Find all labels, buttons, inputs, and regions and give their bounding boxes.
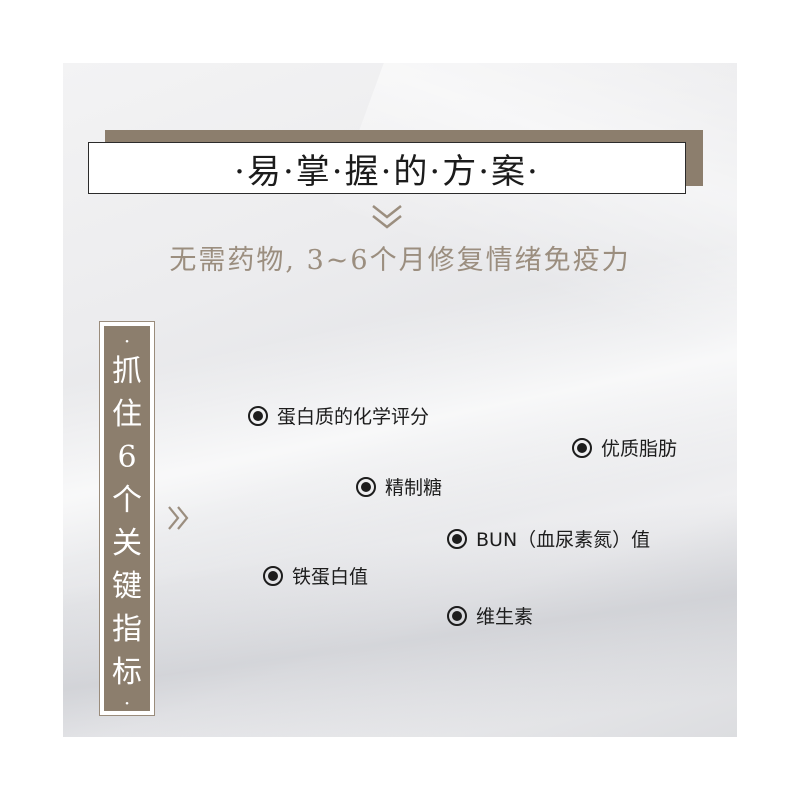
list-item: 维生素 (446, 602, 533, 629)
side-label-dot: · (123, 691, 131, 715)
page-title: ·易·掌·握·的·方·案· (234, 151, 540, 192)
list-item-label: 精制糖 (385, 477, 443, 499)
side-label-char: 键 (112, 569, 142, 604)
list-item-label: 优质脂肪 (601, 438, 678, 460)
list-item: 精制糖 (355, 473, 442, 500)
side-label-char: 6 (117, 440, 137, 475)
radio-bullet-icon (356, 476, 376, 497)
side-label-char: 个 (112, 483, 142, 518)
side-label-char: 抓 (112, 354, 142, 389)
list-item: 蛋白质的化学评分 (247, 402, 429, 429)
side-label-char: 指 (112, 612, 142, 647)
list-item-label: 维生素 (476, 606, 534, 628)
title-banner: ·易·掌·握·的·方·案· (88, 142, 686, 194)
radio-bullet-icon (263, 565, 283, 586)
list-item: 优质脂肪 (571, 434, 677, 461)
double-chevron-right-icon (168, 506, 189, 530)
list-item-label: 蛋白质的化学评分 (277, 406, 430, 428)
radio-bullet-icon (572, 437, 592, 458)
side-label-char: 标 (112, 655, 142, 690)
side-label-dot: · (123, 329, 131, 353)
side-label-char: 关 (112, 526, 142, 561)
list-item-label: BUN（血尿素氮）值 (476, 529, 651, 551)
subtitle: 无需药物, 3~6个月修复情绪免疫力 (169, 245, 631, 276)
list-item: 铁蛋白值 (262, 562, 368, 589)
radio-bullet-icon (447, 528, 467, 549)
radio-bullet-icon (248, 405, 268, 426)
side-label-char: 住 (112, 397, 142, 432)
side-label: · 抓 住 6 个 关 键 指 标 · (104, 326, 150, 715)
list-item: BUN（血尿素氮）值 (446, 525, 650, 552)
double-chevron-down-icon (372, 205, 402, 229)
radio-bullet-icon (447, 605, 467, 626)
list-item-label: 铁蛋白值 (292, 566, 369, 588)
